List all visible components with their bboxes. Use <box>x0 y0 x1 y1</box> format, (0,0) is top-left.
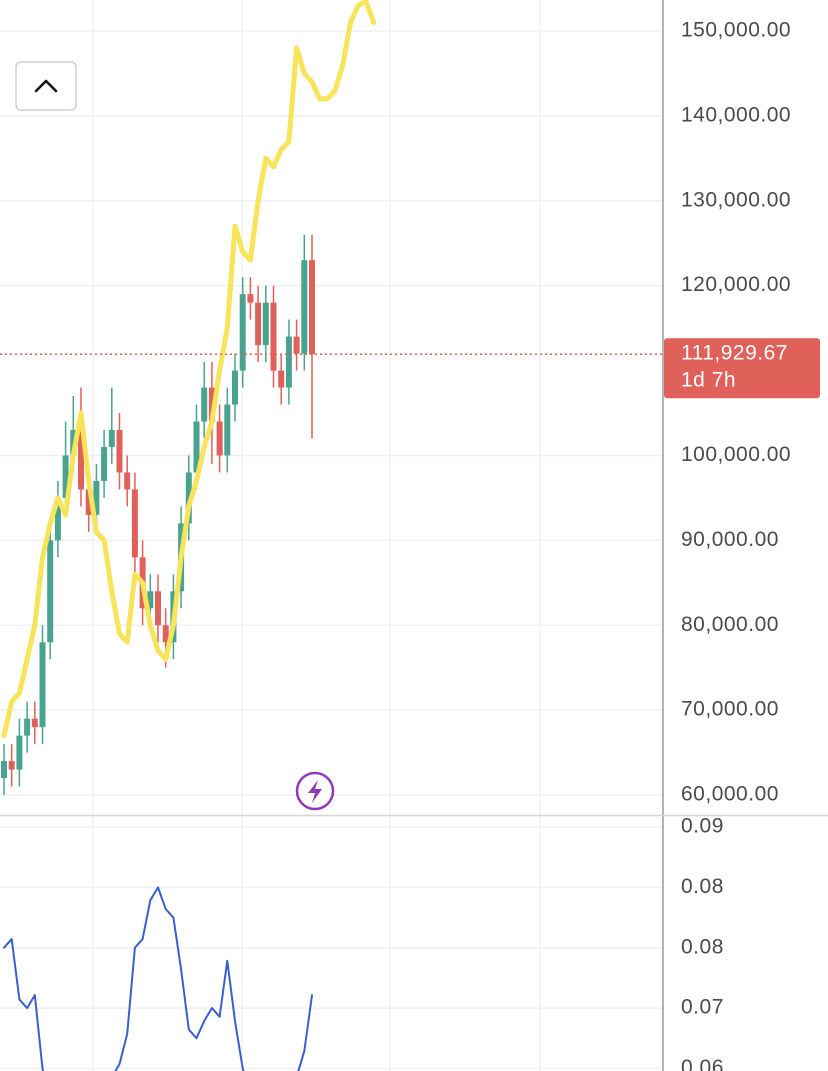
candle-body <box>224 404 231 456</box>
candle-body <box>116 429 123 473</box>
y-tick-label: 0.08 <box>681 935 724 958</box>
candle-body <box>155 591 161 626</box>
price-axis: 60,000.00 70,000.00 80,000.00 90,000.00 100,… <box>664 19 820 1071</box>
indicator-pane <box>3 886 313 1071</box>
candle-body <box>278 370 285 388</box>
y-tick-label: 0.07 <box>681 996 724 1019</box>
candle-body <box>108 429 115 447</box>
vertical-grid <box>92 0 541 1071</box>
grid <box>0 30 663 1070</box>
last-price-box <box>664 338 820 399</box>
candle-body <box>124 472 131 490</box>
candle-body <box>24 718 31 736</box>
y-tick-label: 0.06 <box>681 1056 724 1071</box>
candle-body <box>301 260 308 354</box>
candle-body <box>93 480 100 515</box>
line-series <box>1 0 377 739</box>
y-tick-label: 0.08 <box>681 875 724 898</box>
candle-body <box>285 336 292 388</box>
candle-body <box>54 497 61 541</box>
candle-body <box>293 336 300 354</box>
price-pane <box>0 0 663 796</box>
y-tick-label: 120,000.00 <box>681 273 791 296</box>
candle-body <box>16 735 23 770</box>
candle-body <box>8 761 15 770</box>
y-tick-label: 100,000.00 <box>681 443 791 466</box>
candle-body <box>85 489 92 515</box>
candle-body <box>47 540 54 643</box>
candle-body <box>1 761 7 779</box>
last-price-label: 111,929.67 <box>681 342 788 365</box>
candle-body <box>208 387 215 422</box>
y-tick-label: 150,000.00 <box>681 19 791 42</box>
y-tick-label: 130,000.00 <box>681 188 791 211</box>
candle-body <box>39 642 46 728</box>
candle-body <box>78 429 84 490</box>
candle-body <box>62 455 69 498</box>
y-tick-label: 90,000.00 <box>681 528 779 551</box>
candle-body <box>201 387 208 422</box>
candle-body <box>101 446 108 481</box>
candle-body <box>247 294 254 303</box>
candle-body <box>270 302 277 371</box>
candle-body <box>239 294 246 371</box>
countdown-label: 1d 7h <box>681 369 736 392</box>
line-series <box>3 886 313 1071</box>
candle-body <box>31 718 38 728</box>
collapse-button[interactable] <box>15 61 77 111</box>
y-tick-label: 80,000.00 <box>681 613 779 636</box>
lightning-icon[interactable] <box>295 771 335 811</box>
candle-body <box>216 421 223 456</box>
candle-body <box>255 302 262 346</box>
candle-body <box>193 421 200 473</box>
candle-body <box>162 625 169 643</box>
candle-body <box>309 260 315 355</box>
candle-body <box>147 591 154 609</box>
y-tick-label: 140,000.00 <box>681 103 791 126</box>
candle-body <box>131 489 138 558</box>
candle-body <box>232 370 238 405</box>
y-tick-label: 70,000.00 <box>681 698 779 721</box>
y-tick-label: 0.09 <box>681 815 724 838</box>
candle-body <box>262 302 269 346</box>
y-tick-label: 60,000.00 <box>681 783 779 806</box>
